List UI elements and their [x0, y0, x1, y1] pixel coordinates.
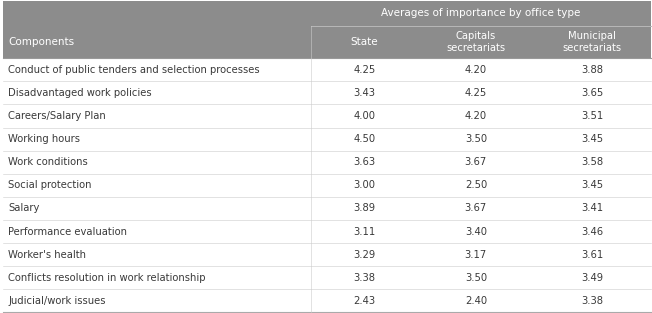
- Text: State: State: [350, 37, 378, 47]
- Text: 3.61: 3.61: [582, 250, 604, 259]
- Text: Conflicts resolution in work relationship: Conflicts resolution in work relationshi…: [8, 273, 206, 283]
- Text: 3.89: 3.89: [353, 203, 376, 213]
- Text: 3.51: 3.51: [582, 111, 604, 121]
- Text: Work conditions: Work conditions: [8, 157, 88, 167]
- Bar: [3, 81, 651, 105]
- Text: 3.38: 3.38: [582, 296, 604, 306]
- Text: 3.40: 3.40: [465, 227, 487, 237]
- Text: 3.67: 3.67: [465, 203, 487, 213]
- Text: 3.67: 3.67: [465, 157, 487, 167]
- Bar: [3, 128, 651, 151]
- Text: 3.43: 3.43: [353, 88, 375, 98]
- Bar: [3, 197, 651, 220]
- Bar: [3, 151, 651, 174]
- Text: 3.45: 3.45: [582, 134, 604, 144]
- Text: 4.25: 4.25: [465, 88, 487, 98]
- Bar: [3, 266, 651, 289]
- Text: Municipal
secretariats: Municipal secretariats: [563, 31, 622, 53]
- Text: 3.58: 3.58: [582, 157, 604, 167]
- Text: Capitals
secretariats: Capitals secretariats: [447, 31, 505, 53]
- Text: 4.25: 4.25: [353, 65, 376, 75]
- Text: 2.50: 2.50: [465, 180, 487, 190]
- Text: 3.17: 3.17: [465, 250, 487, 259]
- Text: 3.50: 3.50: [465, 273, 487, 283]
- Text: 3.45: 3.45: [582, 180, 604, 190]
- Text: Performance evaluation: Performance evaluation: [8, 227, 127, 237]
- Text: 3.11: 3.11: [353, 227, 376, 237]
- Text: 3.38: 3.38: [353, 273, 375, 283]
- Bar: [3, 58, 651, 81]
- Text: Careers/Salary Plan: Careers/Salary Plan: [8, 111, 106, 121]
- Text: 3.46: 3.46: [582, 227, 604, 237]
- Text: 3.41: 3.41: [582, 203, 604, 213]
- Bar: [3, 174, 651, 197]
- Text: Disadvantaged work policies: Disadvantaged work policies: [8, 88, 152, 98]
- Text: 3.65: 3.65: [582, 88, 604, 98]
- Text: 3.29: 3.29: [353, 250, 376, 259]
- Text: Conduct of public tenders and selection processes: Conduct of public tenders and selection …: [8, 65, 260, 75]
- Text: Judicial/work issues: Judicial/work issues: [8, 296, 106, 306]
- Text: 3.63: 3.63: [353, 157, 376, 167]
- Text: Salary: Salary: [8, 203, 40, 213]
- Text: Components: Components: [8, 37, 74, 47]
- Text: Social protection: Social protection: [8, 180, 92, 190]
- Text: 3.49: 3.49: [582, 273, 604, 283]
- Bar: [3, 289, 651, 312]
- Text: 3.00: 3.00: [353, 180, 375, 190]
- Text: Averages of importance by office type: Averages of importance by office type: [381, 8, 580, 18]
- Text: 3.50: 3.50: [465, 134, 487, 144]
- Bar: [3, 220, 651, 243]
- Text: 2.43: 2.43: [353, 296, 376, 306]
- Text: 2.40: 2.40: [465, 296, 487, 306]
- Text: 4.20: 4.20: [465, 111, 487, 121]
- Text: Worker's health: Worker's health: [8, 250, 87, 259]
- Text: 4.50: 4.50: [353, 134, 376, 144]
- Text: 4.20: 4.20: [465, 65, 487, 75]
- Text: 4.00: 4.00: [353, 111, 375, 121]
- Bar: [3, 243, 651, 266]
- Text: 3.88: 3.88: [582, 65, 604, 75]
- Bar: [3, 105, 651, 128]
- Text: Working hours: Working hours: [8, 134, 80, 144]
